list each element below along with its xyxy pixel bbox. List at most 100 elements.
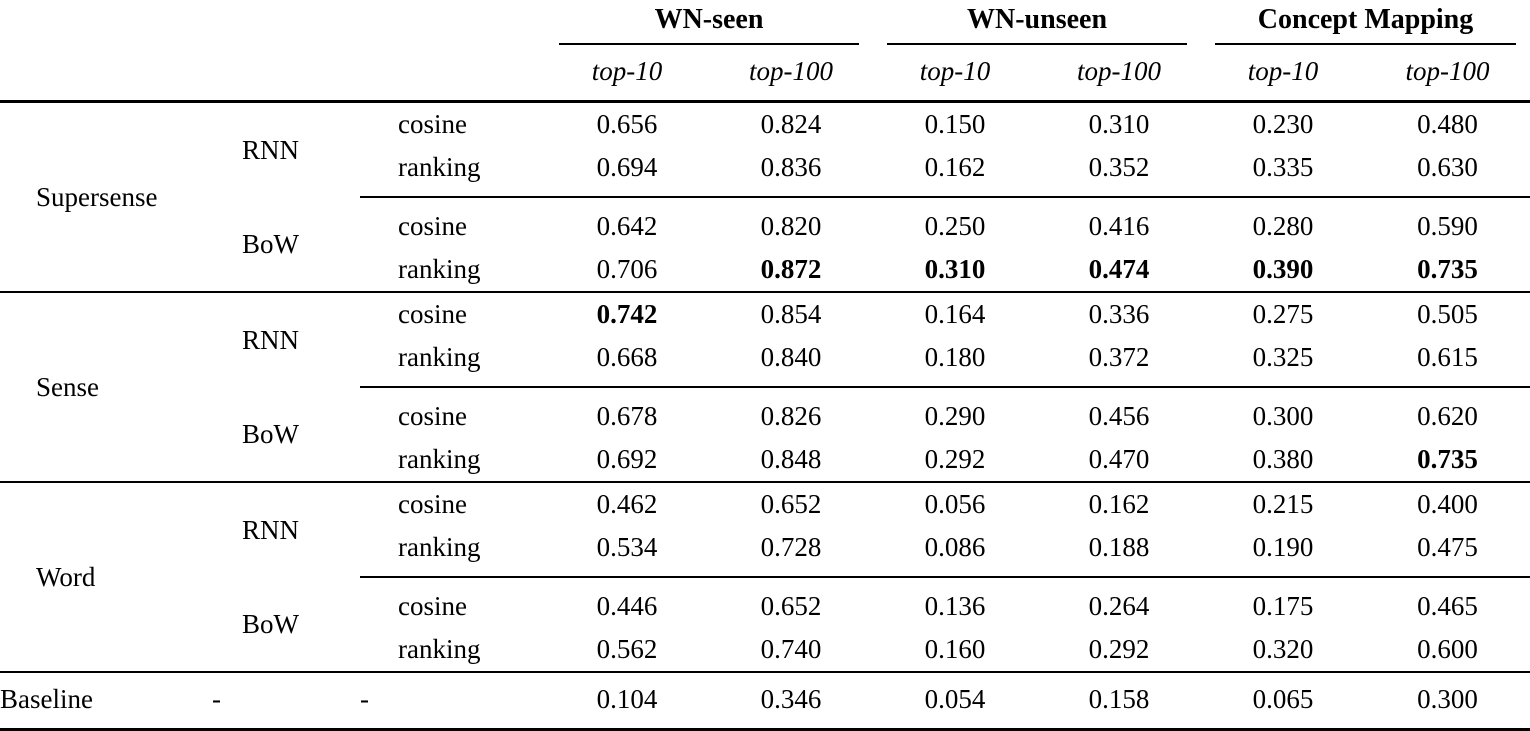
category-cell: Supersense: [0, 101, 212, 293]
column-group-header: WN-seen: [545, 0, 873, 45]
encoder-cell: BoW: [212, 577, 360, 673]
loss-cell: ranking: [398, 532, 481, 562]
encoder-cell: RNN: [242, 324, 300, 355]
value-cell: 0.162: [1088, 489, 1150, 519]
value-cell: 0.872: [709, 248, 873, 293]
value-cell: 0.562: [545, 628, 709, 673]
value-cell: 0.380: [1201, 438, 1366, 483]
loss-cell: cosine: [360, 196, 545, 248]
value-cell: 0.250: [873, 196, 1037, 248]
subheader-cell: top-100: [709, 45, 873, 103]
value-cell: 0.150: [924, 109, 986, 139]
header-corner-cell: [0, 0, 545, 45]
value-cell: 0.400: [1417, 489, 1478, 519]
value-cell: 0.446: [545, 576, 709, 628]
loss-cell: cosine: [398, 299, 467, 329]
table-row: ranking 0.706 0.872 0.310 0.474 0.390 0.735: [0, 248, 1530, 293]
table-row: ranking 0.668 0.840 0.180 0.372 0.325 0.615: [0, 336, 1530, 387]
loss-cell: ranking: [398, 342, 481, 372]
subheader-cell: top-10: [873, 45, 1037, 103]
table-row: Word RNN cosine 0.462 0.652 0.056 0.162 0.215 0.…: [0, 482, 1530, 673]
value-cell: 0.190: [1252, 532, 1314, 562]
loss-cell: cosine: [360, 386, 545, 438]
loss-cell: ranking: [360, 438, 545, 483]
value-cell: 0.300: [1201, 386, 1366, 438]
value-cell: 0.335: [1252, 152, 1314, 182]
table-row: BoW cosine 0.642 0.820 0.250 0.416 0.280 0.590: [0, 196, 1530, 293]
value-cell: 0.310: [1088, 109, 1150, 139]
value-cell: 0.620: [1365, 386, 1530, 438]
table-row: Sense RNN cosine 0.742 0.854 0.164 0.336 0.275 0…: [0, 292, 1530, 483]
value-cell: 0.104: [545, 672, 709, 731]
value-cell: 0.692: [545, 438, 709, 483]
value-cell: 0.456: [1037, 386, 1202, 438]
value-cell: 0.694: [596, 152, 658, 182]
value-cell: 0.848: [709, 438, 873, 483]
encoder-cell: RNN: [242, 134, 300, 165]
value-cell: 0.390: [1201, 248, 1366, 293]
value-cell: 0.824: [760, 109, 822, 139]
header-subrow: top-10 top-100 top-10 top-100 top-10 top-100: [0, 45, 1530, 103]
value-cell: 0.668: [596, 342, 658, 372]
value-cell: 0.656: [596, 109, 658, 139]
value-cell: 0.054: [873, 672, 1037, 731]
column-group-header: Concept Mapping: [1201, 0, 1530, 45]
value-cell: 0.826: [709, 386, 873, 438]
value-cell: 0.735: [1365, 248, 1530, 293]
value-cell: 0.290: [873, 386, 1037, 438]
table-row: BoW cosine 0.678 0.826 0.290 0.456 0.300 0.620: [0, 386, 1530, 483]
value-cell: 0.346: [709, 672, 873, 731]
subheader-cell: top-100: [1365, 45, 1530, 103]
value-cell: 0.175: [1201, 576, 1366, 628]
value-cell: 0.534: [596, 532, 658, 562]
value-cell: 0.840: [760, 342, 822, 372]
value-cell: 0.162: [924, 152, 986, 182]
value-cell: 0.310: [873, 248, 1037, 293]
value-cell: 0.465: [1365, 576, 1530, 628]
value-cell: 0.836: [760, 152, 822, 182]
value-cell: 0.086: [924, 532, 986, 562]
value-cell: 0.180: [924, 342, 986, 372]
value-cell: 0.480: [1417, 109, 1478, 139]
value-cell: 0.188: [1088, 532, 1150, 562]
table-row: ranking 0.562 0.740 0.160 0.292 0.320 0.600: [0, 628, 1530, 673]
table-row: BoW cosine 0.446 0.652 0.136 0.264 0.175 0.465: [0, 576, 1530, 673]
value-cell: 0.280: [1201, 196, 1366, 248]
loss-cell: cosine: [398, 489, 467, 519]
value-cell: 0.505: [1417, 299, 1478, 329]
value-cell: 0.652: [709, 576, 873, 628]
value-cell: 0.728: [760, 532, 822, 562]
value-cell: 0.615: [1417, 342, 1478, 372]
value-cell: 0.630: [1417, 152, 1478, 182]
header-corner-cell: [0, 45, 545, 103]
value-cell: 0.215: [1252, 489, 1314, 519]
table-row: ranking 0.694 0.836 0.162 0.352 0.335 0.630: [0, 146, 1530, 197]
value-cell: 0.462: [596, 489, 658, 519]
value-cell: 0.416: [1037, 196, 1202, 248]
category-cell: Word: [0, 482, 212, 673]
value-cell: 0.300: [1365, 672, 1530, 731]
loss-cell: ranking: [360, 628, 545, 673]
value-cell: 0.160: [873, 628, 1037, 673]
encoder-cell: RNN: [242, 514, 300, 545]
value-cell: 0.652: [760, 489, 822, 519]
value-cell: 0.325: [1252, 342, 1314, 372]
encoder-cell: BoW: [212, 197, 360, 293]
header-group-row: WN-seen WN-unseen Concept Mapping: [0, 0, 1530, 45]
value-cell: 0.164: [924, 299, 986, 329]
value-cell: 0.336: [1088, 299, 1150, 329]
value-cell: 0.470: [1037, 438, 1202, 483]
subheader-cell: top-100: [1037, 45, 1202, 103]
value-cell: 0.590: [1365, 196, 1530, 248]
value-cell: 0.136: [873, 576, 1037, 628]
value-cell: 0.065: [1201, 672, 1366, 731]
value-cell: 0.642: [545, 196, 709, 248]
value-cell: 0.474: [1037, 248, 1202, 293]
column-group-header: WN-unseen: [873, 0, 1201, 45]
value-cell: 0.292: [1037, 628, 1202, 673]
encoder-cell: BoW: [212, 387, 360, 483]
value-cell: 0.352: [1088, 152, 1150, 182]
value-cell: 0.678: [545, 386, 709, 438]
loss-cell: cosine: [398, 109, 467, 139]
